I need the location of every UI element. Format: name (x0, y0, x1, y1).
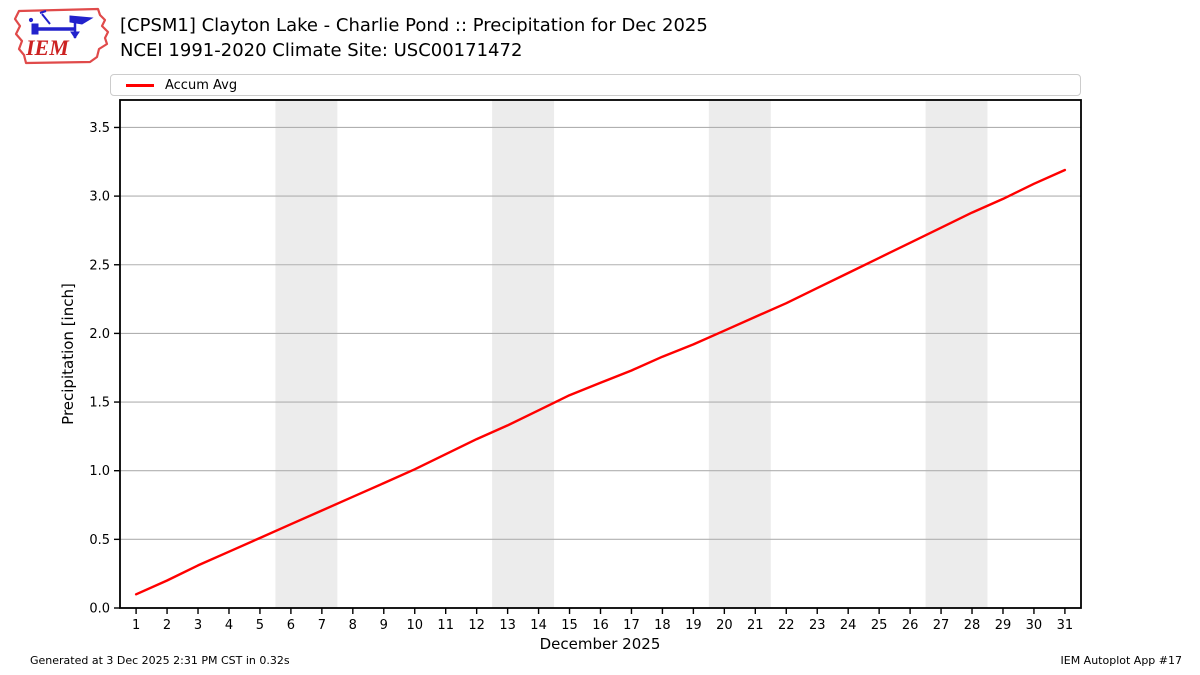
y-grid: 0.0 0.5 1.0 1.5 2.0 2.5 3.0 3.5 (89, 121, 1081, 617)
x-axis-label: December 2025 (539, 635, 661, 653)
svg-text:23: 23 (809, 618, 826, 633)
svg-text:5: 5 (256, 618, 264, 633)
svg-text:26: 26 (902, 618, 919, 633)
svg-text:4: 4 (225, 618, 233, 633)
svg-text:17: 17 (623, 618, 640, 633)
svg-text:16: 16 (592, 618, 609, 633)
svg-text:30: 30 (1026, 618, 1043, 633)
title-line-2: NCEI 1991-2020 Climate Site: USC00171472 (120, 40, 523, 61)
svg-text:1: 1 (132, 618, 140, 633)
svg-text:9: 9 (380, 618, 388, 633)
accum-avg-line (134, 168, 1067, 596)
app-credit: IEM Autoplot App #17 (1060, 654, 1183, 667)
svg-text:15: 15 (561, 618, 578, 633)
svg-text:2.5: 2.5 (89, 258, 110, 273)
chart-title: [CPSM1] Clayton Lake - Charlie Pond :: P… (120, 13, 708, 63)
svg-text:25: 25 (871, 618, 888, 633)
svg-text:11: 11 (437, 618, 454, 633)
svg-text:2.0: 2.0 (89, 327, 110, 342)
svg-text:8: 8 (349, 618, 357, 633)
svg-text:3: 3 (194, 618, 202, 633)
svg-text:13: 13 (499, 618, 516, 633)
svg-text:12: 12 (468, 618, 485, 633)
svg-text:1.0: 1.0 (89, 464, 110, 479)
svg-text:3.0: 3.0 (89, 190, 110, 205)
weekend-bands (275, 100, 988, 608)
iem-logo: IEM (13, 7, 110, 65)
y-axis-label: Precipitation [inch] (59, 283, 77, 425)
svg-text:6: 6 (287, 618, 295, 633)
svg-text:18: 18 (654, 618, 671, 633)
svg-text:21: 21 (747, 618, 764, 633)
plot-frame (119, 99, 1082, 609)
svg-text:1.5: 1.5 (89, 396, 110, 411)
svg-text:3.5: 3.5 (89, 121, 110, 136)
svg-text:24: 24 (840, 618, 857, 633)
title-line-1: [CPSM1] Clayton Lake - Charlie Pond :: P… (120, 15, 708, 36)
svg-text:27: 27 (933, 618, 950, 633)
generated-timestamp: Generated at 3 Dec 2025 2:31 PM CST in 0… (30, 654, 290, 667)
svg-text:29: 29 (995, 618, 1012, 633)
legend-label: Accum Avg (165, 77, 238, 93)
svg-text:14: 14 (530, 618, 547, 633)
svg-text:2: 2 (163, 618, 171, 633)
logo-text: IEM (25, 35, 70, 60)
svg-text:31: 31 (1057, 618, 1074, 633)
svg-text:7: 7 (318, 618, 326, 633)
svg-text:19: 19 (685, 618, 702, 633)
svg-text:0.0: 0.0 (89, 602, 110, 617)
legend: Accum Avg (110, 74, 1081, 96)
x-ticks: 1 2 3 4 5 6 7 8 9 10 11 12 13 14 15 16 17 18 19 20 21 22 23 24 2… (132, 608, 1073, 633)
svg-text:20: 20 (716, 618, 733, 633)
svg-text:22: 22 (778, 618, 795, 633)
accum-avg-line-sample (126, 83, 154, 87)
weather-vane-icon (28, 10, 94, 39)
svg-text:0.5: 0.5 (89, 533, 110, 548)
svg-text:10: 10 (406, 618, 423, 633)
svg-text:28: 28 (964, 618, 981, 633)
